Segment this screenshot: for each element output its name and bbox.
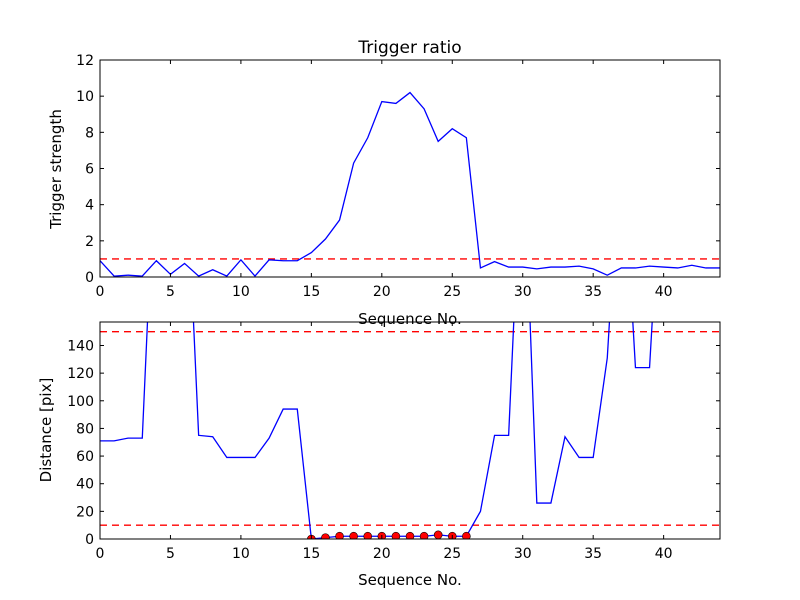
data-point: [335, 531, 344, 539]
y-tick-label: 120: [67, 366, 94, 382]
x-tick-label: 5: [166, 546, 175, 562]
bottom-x-axis-label: Sequence No.: [358, 571, 462, 589]
x-tick-label: 5: [166, 284, 175, 300]
axes-frame: [99, 321, 721, 540]
x-tick-label: 30: [514, 546, 532, 562]
y-tick-label: 0: [85, 270, 94, 286]
y-tick-label: 2: [85, 234, 94, 250]
x-tick-label: 15: [302, 546, 320, 562]
data-point: [321, 533, 330, 539]
x-tick-label: 35: [584, 546, 602, 562]
data-point: [391, 531, 401, 539]
series-line: [100, 91, 720, 277]
y-tick-label: 6: [85, 162, 94, 178]
data-point: [405, 531, 415, 539]
bottom-y-axis-label: Distance [pix]: [37, 378, 55, 483]
y-tick-label: 12: [76, 53, 94, 69]
top-plot: 0 5 10 15 20 25 30 35 40 0 2 4 6 8 10 12: [76, 53, 721, 300]
chart-title: Trigger ratio: [357, 38, 461, 58]
bottom-plot: 0 5 10 15 20 25 30 35 40 0 20 40 60 80 100 120 140: [67, 321, 721, 562]
x-tick-label: 0: [96, 284, 105, 300]
x-tick-label: 35: [584, 284, 602, 300]
series-line: [100, 322, 653, 539]
top-x-axis-label: Sequence No.: [358, 310, 462, 328]
y-tick-label: 60: [76, 449, 94, 465]
x-tick-label: 40: [655, 284, 673, 300]
x-tick-label: 20: [373, 546, 391, 562]
y-tick-label: 8: [85, 125, 94, 141]
data-point: [363, 531, 373, 539]
x-tick-label: 15: [302, 284, 320, 300]
y-tick-label: 0: [85, 532, 94, 548]
x-tick-label: 0: [96, 546, 105, 562]
data-point: [433, 530, 443, 539]
x-tick-label: 10: [232, 546, 250, 562]
x-tick-label: 20: [373, 284, 391, 300]
x-tick-label: 25: [443, 546, 461, 562]
y-tick-label: 140: [67, 338, 94, 354]
x-tick-label: 40: [655, 546, 673, 562]
top-y-axis-label: Trigger strength: [47, 109, 65, 230]
x-tick-label: 25: [443, 284, 461, 300]
y-tick-label: 10: [76, 89, 94, 105]
y-tick-label: 80: [76, 421, 94, 437]
data-point: [419, 531, 429, 539]
x-tick-label: 10: [232, 284, 250, 300]
data-point: [349, 531, 358, 539]
y-tick-label: 4: [85, 198, 94, 214]
x-tick-label: 30: [514, 284, 532, 300]
y-tick-label: 100: [67, 394, 94, 410]
y-tick-label: 40: [76, 477, 94, 493]
y-tick-label: 20: [76, 504, 94, 520]
data-point: [462, 531, 471, 539]
